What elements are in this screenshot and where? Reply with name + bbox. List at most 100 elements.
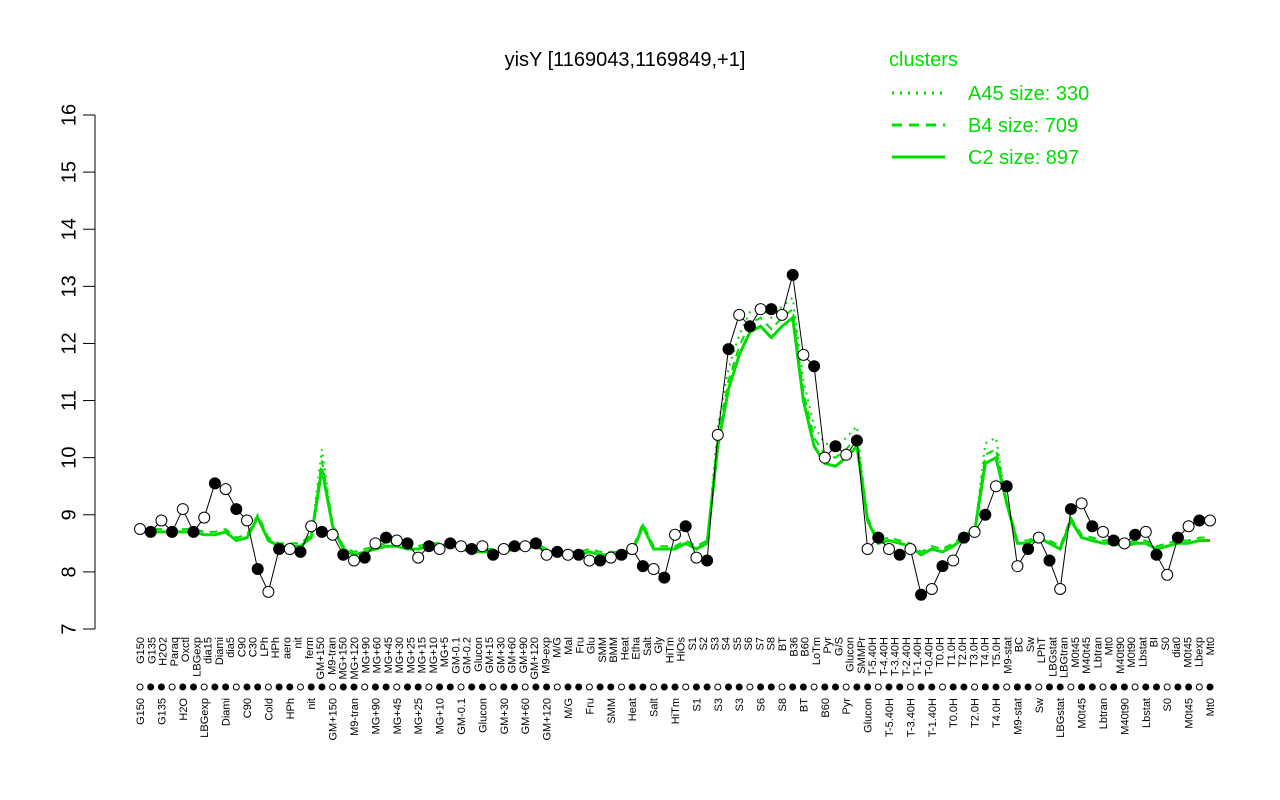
- data-point: [893, 548, 906, 561]
- x-tick-marker: [318, 683, 326, 691]
- x-tick-marker: [297, 683, 304, 691]
- x-tick-marker: [136, 683, 144, 691]
- x-tick-label: BT: [777, 637, 789, 651]
- x-tick-label: Lbtran: [1092, 637, 1104, 668]
- x-tick-label-bottom: T-1.40H: [927, 698, 939, 737]
- x-tick-marker: [639, 683, 647, 691]
- data-point: [711, 428, 724, 441]
- data-point: [604, 551, 617, 564]
- x-axis: G150 G135 H2O2 Paraq Oxctl LBGexp dia15 Diami di…: [135, 636, 1217, 740]
- x-tick-label: LPh: [259, 637, 271, 657]
- data-point: [187, 525, 200, 538]
- data-point: [529, 537, 542, 550]
- x-tick-label: GM-0.2: [462, 637, 474, 674]
- x-tick-label-bottom: LBGexp: [199, 698, 211, 738]
- data-point: [615, 548, 628, 561]
- x-tick-label-bottom: G150: [135, 698, 147, 725]
- x-tick-label: dia15: [203, 637, 215, 664]
- data-point: [251, 563, 264, 576]
- data-point: [1054, 583, 1067, 596]
- x-tick-marker: [1131, 683, 1139, 691]
- x-tick-label: S2: [698, 637, 710, 650]
- data-point: [957, 531, 970, 544]
- data-point: [754, 303, 767, 316]
- x-tick-label: HiTm: [664, 637, 676, 663]
- x-tick-marker: [864, 683, 872, 691]
- x-tick-marker: [179, 683, 187, 691]
- data-point: [1043, 554, 1056, 567]
- x-tick-label: G135: [146, 637, 158, 664]
- x-tick-label: M0t45: [1070, 637, 1082, 668]
- legend: clusters A45 size: 330 B4 size: 709 C2 siz…: [889, 49, 1089, 169]
- x-tick-label: MG+30: [394, 637, 406, 673]
- x-tick-label-bottom: C90: [242, 698, 254, 718]
- legend-entry-label: B4 size: 709: [968, 115, 1078, 137]
- data-point: [636, 560, 649, 573]
- x-tick-marker: [404, 683, 411, 691]
- x-tick-marker: [1024, 683, 1032, 691]
- x-tick-marker: [917, 683, 925, 691]
- data-point: [1118, 537, 1131, 550]
- x-tick-marker: [425, 683, 433, 691]
- x-tick-label-bottom: LBGstat: [1055, 698, 1067, 738]
- x-tick-marker: [532, 683, 540, 691]
- x-tick-label: T-0.40H: [923, 637, 935, 676]
- x-tick-label: MG+45: [383, 637, 395, 673]
- x-tick-label: C30: [248, 637, 260, 657]
- x-tick-label: MG+5: [439, 637, 451, 667]
- x-tick-marker: [1046, 683, 1053, 691]
- data-point: [1097, 525, 1109, 538]
- data-point: [669, 528, 681, 541]
- x-tick-label: S7: [754, 637, 766, 650]
- x-tick-label-bottom: T-5.40H: [884, 698, 896, 737]
- x-tick-marker: [1099, 683, 1107, 691]
- x-tick-marker: [511, 683, 518, 691]
- legend-title: clusters: [889, 49, 958, 71]
- x-tick-marker: [329, 683, 337, 691]
- x-tick-label: B36: [788, 637, 800, 657]
- x-tick-label: S3: [709, 637, 721, 650]
- data-point: [572, 548, 585, 561]
- x-tick-marker: [596, 683, 604, 691]
- y-tick-label: 7: [58, 623, 80, 634]
- data-point: [1032, 531, 1045, 544]
- x-tick-marker: [157, 683, 165, 691]
- x-tick-label: M9-exp: [540, 637, 552, 674]
- chart-title: yisY [1169043,1169849,+1]: [505, 49, 746, 71]
- x-tick-label: MG+90: [360, 637, 372, 673]
- x-tick-label-bottom: GM+60: [520, 698, 532, 734]
- x-tick-label-bottom: Pyr: [841, 698, 853, 715]
- x-tick-label: S4: [721, 637, 733, 650]
- x-tick-label: M/G: [552, 637, 564, 658]
- x-tick-label: T-1.40H: [912, 637, 924, 676]
- data-point: [519, 540, 532, 553]
- data-point: [487, 548, 500, 561]
- x-tick-label: S8: [766, 637, 778, 650]
- data-point: [872, 531, 885, 544]
- x-tick-label: LBGtran: [1059, 637, 1071, 678]
- x-tick-marker: [1035, 683, 1043, 691]
- x-tick-label: T-5.40H: [867, 637, 879, 676]
- data-point: [273, 543, 286, 556]
- data-point: [861, 543, 874, 556]
- legend-entry-label: C2 size: 897: [968, 147, 1079, 169]
- x-tick-marker: [906, 683, 914, 691]
- x-tick-marker: [1163, 683, 1171, 691]
- x-tick-label: Mt0: [1104, 637, 1116, 655]
- data-point: [315, 525, 328, 538]
- data-point: [1075, 497, 1088, 510]
- x-tick-marker: [211, 683, 219, 691]
- x-tick-label: T-3.40H: [890, 637, 902, 676]
- x-tick-label-bottom: M0t45: [1077, 698, 1089, 729]
- x-tick-marker: [1174, 683, 1182, 691]
- x-tick-marker: [607, 683, 615, 691]
- x-tick-label: GM+30: [495, 637, 507, 673]
- x-tick-label: BMM: [608, 637, 620, 663]
- x-tick-marker: [725, 683, 732, 691]
- x-tick-label: G150: [135, 637, 147, 664]
- x-tick-marker: [1067, 683, 1075, 691]
- x-tick-label: M0t45: [1182, 637, 1194, 668]
- x-tick-label: SMMPr: [856, 637, 868, 674]
- x-tick-label-bottom: M9-tran: [349, 698, 361, 736]
- x-tick-label: Pyr: [822, 637, 834, 654]
